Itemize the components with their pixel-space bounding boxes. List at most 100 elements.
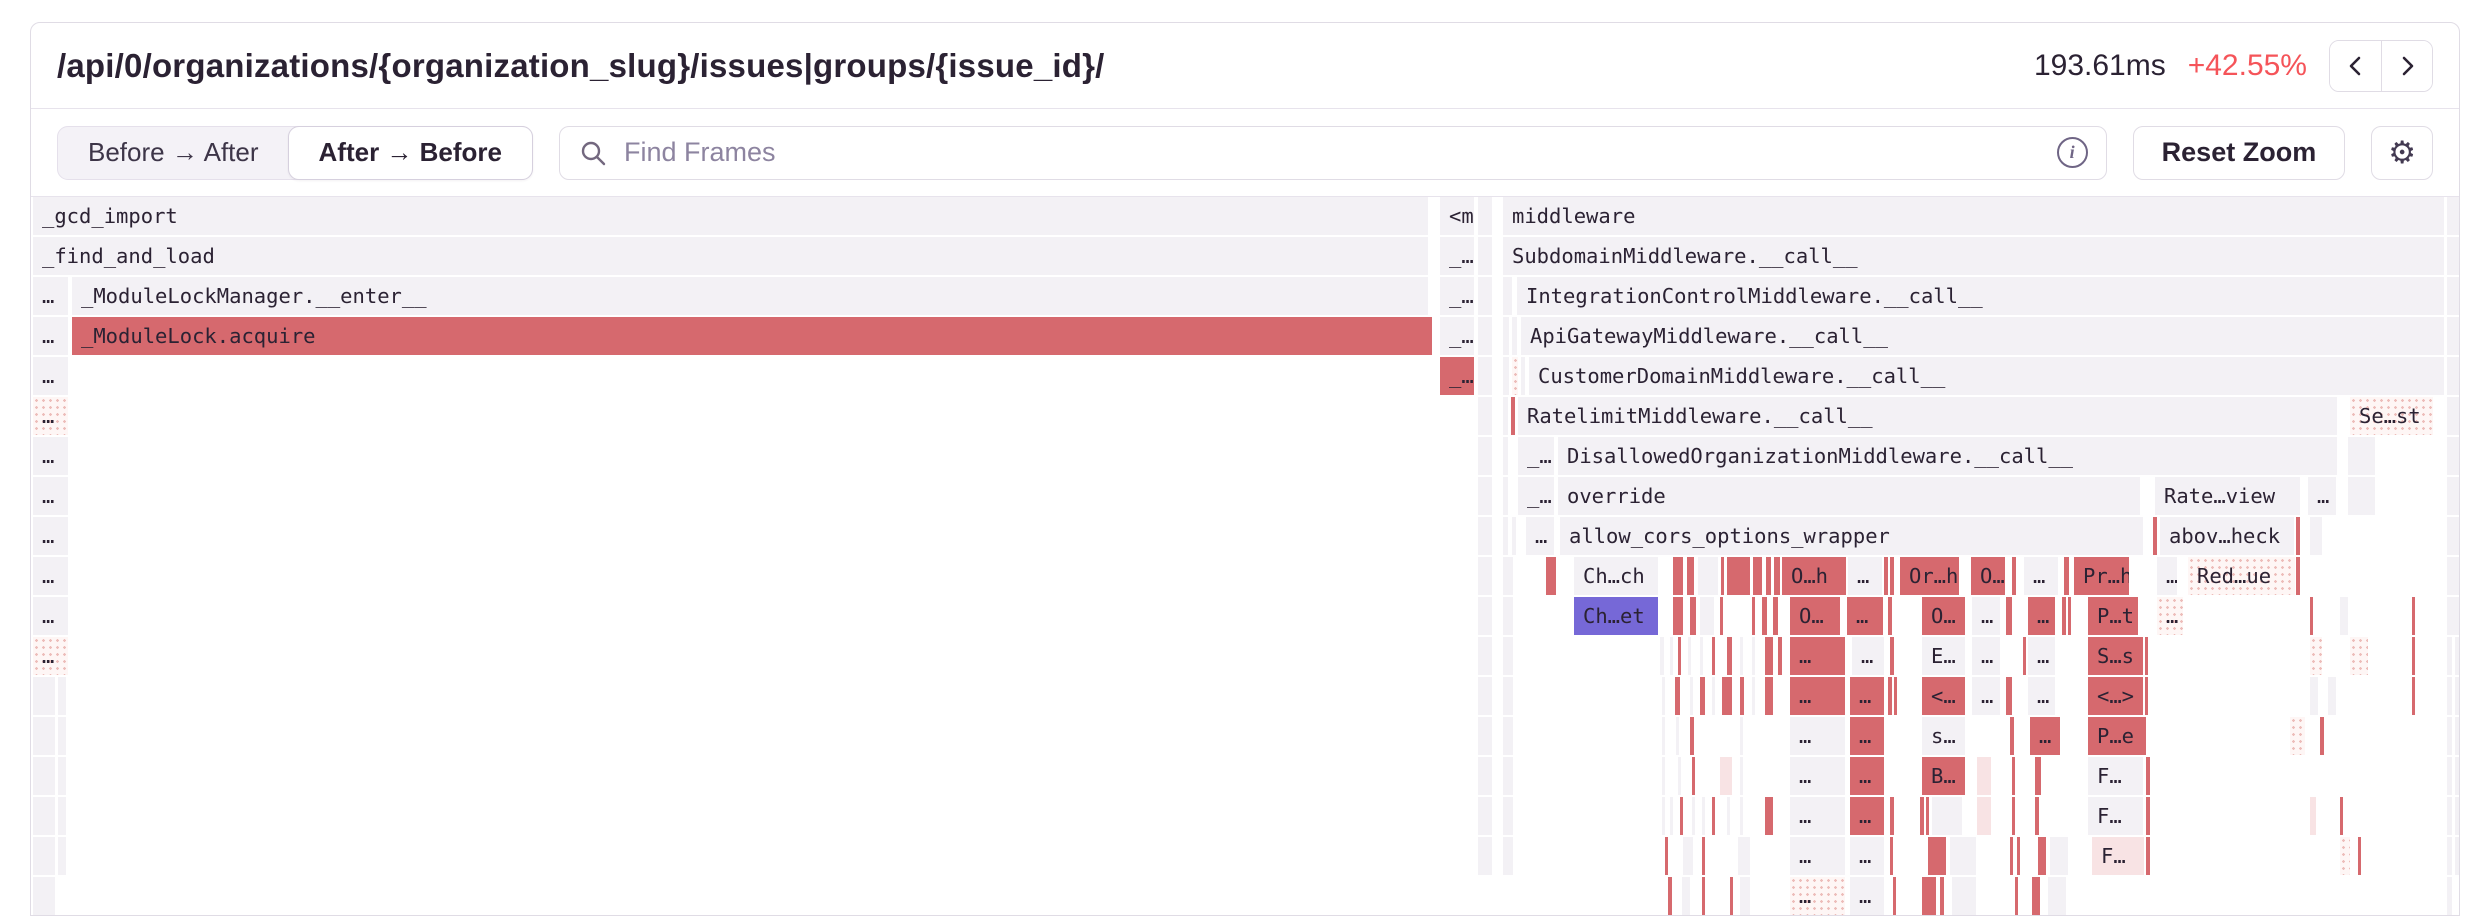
flame-frame[interactable]: …: [2157, 597, 2183, 635]
flame-frame[interactable]: [1712, 677, 1715, 715]
flame-frame[interactable]: [2145, 677, 2148, 715]
flame-frame[interactable]: [1740, 797, 1743, 835]
flame-frame[interactable]: [33, 717, 55, 755]
flame-frame[interactable]: …: [1790, 837, 1845, 875]
flame-frame[interactable]: [1662, 717, 1665, 755]
flame-frame[interactable]: Or…h: [1900, 557, 1959, 595]
flame-frame[interactable]: [1678, 757, 1681, 795]
flame-frame[interactable]: [33, 797, 55, 835]
flame-frame[interactable]: [1678, 637, 1681, 675]
flame-frame[interactable]: [2146, 837, 2150, 875]
flame-frame[interactable]: [2412, 597, 2415, 635]
flame-frame[interactable]: [1721, 557, 1724, 595]
flame-frame[interactable]: [1503, 677, 1513, 715]
flame-frame[interactable]: [2328, 677, 2336, 715]
flame-frame[interactable]: [2062, 597, 2066, 635]
flame-frame[interactable]: [2064, 557, 2069, 595]
flame-frame[interactable]: [1478, 557, 1492, 595]
flame-frame[interactable]: s…: [1922, 717, 1965, 755]
flame-frame[interactable]: [33, 757, 55, 795]
flame-frame[interactable]: …: [33, 637, 68, 675]
flame-frame[interactable]: [33, 677, 55, 715]
flame-frame[interactable]: [1503, 357, 1509, 395]
flame-frame[interactable]: abov…heck: [2160, 517, 2294, 555]
flame-frame[interactable]: Pr…h: [2074, 557, 2129, 595]
flame-frame[interactable]: [1503, 477, 1508, 515]
flame-frame[interactable]: [1503, 757, 1513, 795]
flame-frame[interactable]: [1478, 437, 1492, 475]
flame-frame[interactable]: [1660, 637, 1664, 675]
flame-frame[interactable]: …: [2308, 477, 2336, 515]
flame-frame[interactable]: Se…st: [2350, 397, 2433, 435]
flame-frame[interactable]: [2447, 877, 2452, 915]
flame-frame[interactable]: [1512, 317, 1517, 355]
flame-frame[interactable]: Red…ue: [2188, 557, 2295, 595]
flame-frame[interactable]: [2358, 837, 2361, 875]
flame-frame[interactable]: [1702, 837, 1705, 875]
flame-frame[interactable]: [2455, 797, 2459, 835]
flame-frame[interactable]: [1478, 277, 1492, 315]
flame-frame[interactable]: [1512, 357, 1518, 395]
flame-frame[interactable]: …: [1790, 797, 1845, 835]
flame-frame[interactable]: [1926, 797, 1929, 835]
flame-frame[interactable]: RatelimitMiddleware.__call__: [1518, 397, 2337, 435]
flame-frame[interactable]: …: [33, 477, 68, 515]
flame-frame[interactable]: [2348, 437, 2375, 475]
toggle-before-after[interactable]: Before → After: [58, 127, 289, 179]
flame-frame[interactable]: [2015, 877, 2018, 915]
flame-frame[interactable]: [1890, 557, 1894, 595]
flame-frame[interactable]: [2017, 837, 2020, 875]
flame-frame[interactable]: [1928, 837, 1946, 875]
flame-frame[interactable]: [1478, 237, 1492, 275]
flame-frame[interactable]: [2145, 637, 2148, 675]
flame-frame[interactable]: [1890, 637, 1894, 675]
flame-frame[interactable]: [1766, 557, 1771, 595]
flame-frame[interactable]: [1740, 637, 1743, 675]
flame-frame[interactable]: [2447, 317, 2459, 355]
flame-frame[interactable]: …: [1850, 837, 1884, 875]
flame-frame[interactable]: P…t: [2088, 597, 2138, 635]
flame-frame[interactable]: [1478, 477, 1492, 515]
flame-frame[interactable]: …: [1526, 517, 1554, 555]
search-input[interactable]: [622, 136, 2043, 169]
flame-frame[interactable]: …: [33, 357, 68, 395]
flame-frame[interactable]: <…: [1922, 677, 1965, 715]
flame-frame[interactable]: [1665, 837, 1668, 875]
flame-frame[interactable]: [1683, 837, 1693, 875]
flame-frame[interactable]: [2035, 797, 2039, 835]
flame-frame[interactable]: [2290, 717, 2305, 755]
flame-frame[interactable]: [1675, 677, 1680, 715]
flame-frame[interactable]: …: [2028, 637, 2055, 675]
flame-frame[interactable]: [2348, 477, 2375, 515]
flame-frame[interactable]: …: [1847, 597, 1883, 635]
flame-frame[interactable]: [2310, 597, 2313, 635]
flame-frame[interactable]: F…: [2088, 797, 2143, 835]
flame-frame[interactable]: [1673, 597, 1683, 635]
flame-frame[interactable]: [2447, 797, 2452, 835]
flame-frame[interactable]: [1503, 557, 1513, 595]
flame-frame[interactable]: [1668, 877, 1672, 915]
flame-frame[interactable]: [33, 837, 55, 875]
flame-frame[interactable]: [1478, 677, 1492, 715]
flame-frame[interactable]: [2146, 797, 2150, 835]
flame-frame[interactable]: [1940, 877, 1944, 915]
flame-frame[interactable]: [1478, 597, 1492, 635]
flame-frame[interactable]: [1700, 597, 1714, 635]
flame-frame[interactable]: [2455, 837, 2459, 875]
flame-frame[interactable]: [58, 757, 66, 795]
flame-frame[interactable]: [1690, 717, 1694, 755]
flame-frame[interactable]: Rate…view: [2155, 477, 2300, 515]
flame-frame[interactable]: [2447, 197, 2459, 235]
flame-frame[interactable]: …: [1848, 557, 1882, 595]
find-frames-search[interactable]: i: [559, 125, 2107, 180]
flame-frame[interactable]: [2340, 597, 2348, 635]
flame-frame[interactable]: [2010, 837, 2013, 875]
flame-frame[interactable]: [1688, 637, 1691, 675]
flame-frame[interactable]: E…: [1922, 637, 1965, 675]
flame-frame[interactable]: [1503, 637, 1513, 675]
flame-frame[interactable]: [2455, 637, 2459, 675]
flame-frame[interactable]: [1478, 317, 1492, 355]
flame-frame[interactable]: …: [33, 517, 68, 555]
flame-frame[interactable]: _ModuleLock.acquire: [72, 317, 1432, 355]
flame-frame[interactable]: …: [2157, 557, 2177, 595]
